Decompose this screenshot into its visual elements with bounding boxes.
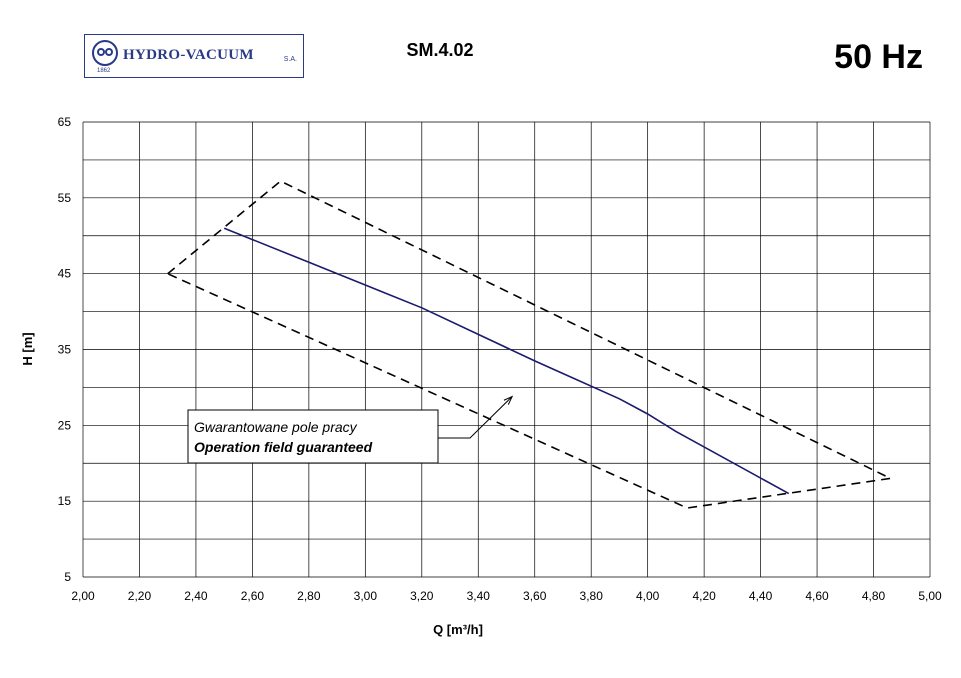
- company-logo: HYDRO-VACUUM S.A. 1862: [84, 34, 304, 78]
- y-tick-labels: 5 15 25 35 45 55 65: [58, 115, 72, 584]
- x-tick-label: 4,40: [749, 589, 773, 603]
- logo-suffix: S.A.: [283, 56, 297, 63]
- x-tick-label: 2,20: [128, 589, 152, 603]
- x-tick-label: 4,80: [862, 589, 886, 603]
- x-tick-label: 2,80: [297, 589, 321, 603]
- x-tick-label: 5,00: [918, 589, 942, 603]
- operating-field-boundary: [167, 180, 894, 509]
- x-tick-label: 2,60: [241, 589, 265, 603]
- x-tick-label: 2,00: [71, 589, 95, 603]
- x-axis-label: Q [m³/h]: [433, 622, 483, 637]
- x-tick-label: 4,20: [692, 589, 716, 603]
- x-tick-label: 3,60: [523, 589, 547, 603]
- logo-emblem-icon: [92, 40, 118, 66]
- annotation: Gwarantowane pole pracy Operation field …: [187, 395, 514, 464]
- annotation-line-2: Operation field guaranteed: [194, 439, 373, 455]
- y-tick-label: 35: [58, 343, 72, 357]
- x-tick-label: 4,60: [805, 589, 829, 603]
- chart-grid: [82, 121, 931, 578]
- pump-head-curve: [223, 227, 790, 495]
- y-tick-label: 15: [58, 494, 72, 508]
- y-tick-label: 45: [58, 267, 72, 281]
- annotation-box: [187, 409, 439, 464]
- y-tick-label: 5: [64, 570, 71, 584]
- x-tick-label: 3,80: [580, 589, 604, 603]
- y-tick-label: 55: [58, 191, 72, 205]
- logo-year: 1862: [97, 68, 111, 74]
- x-tick-label: 2,40: [184, 589, 208, 603]
- annotation-line-1: Gwarantowane pole pracy: [194, 419, 358, 435]
- annotation-arrow: [438, 396, 513, 439]
- annotation-arrow-head: [503, 395, 514, 405]
- x-tick-label: 3,40: [467, 589, 491, 603]
- y-tick-label: 25: [58, 418, 72, 432]
- x-tick-label: 3,00: [354, 589, 378, 603]
- chart-series: [167, 180, 894, 509]
- x-tick-label: 3,20: [410, 589, 434, 603]
- x-tick-label: 4,00: [636, 589, 660, 603]
- x-tick-labels: 2,00 2,20 2,40 2,60 2,80 3,00 3,20 3,40 3,60 3,80…: [71, 589, 942, 603]
- model-title: SM.4.02: [406, 40, 474, 60]
- y-axis-label: H [m]: [20, 332, 35, 365]
- logo-text: HYDRO-VACUUM: [123, 47, 254, 63]
- y-tick-label: 65: [58, 115, 72, 129]
- frequency-label: 50 Hz: [834, 38, 923, 76]
